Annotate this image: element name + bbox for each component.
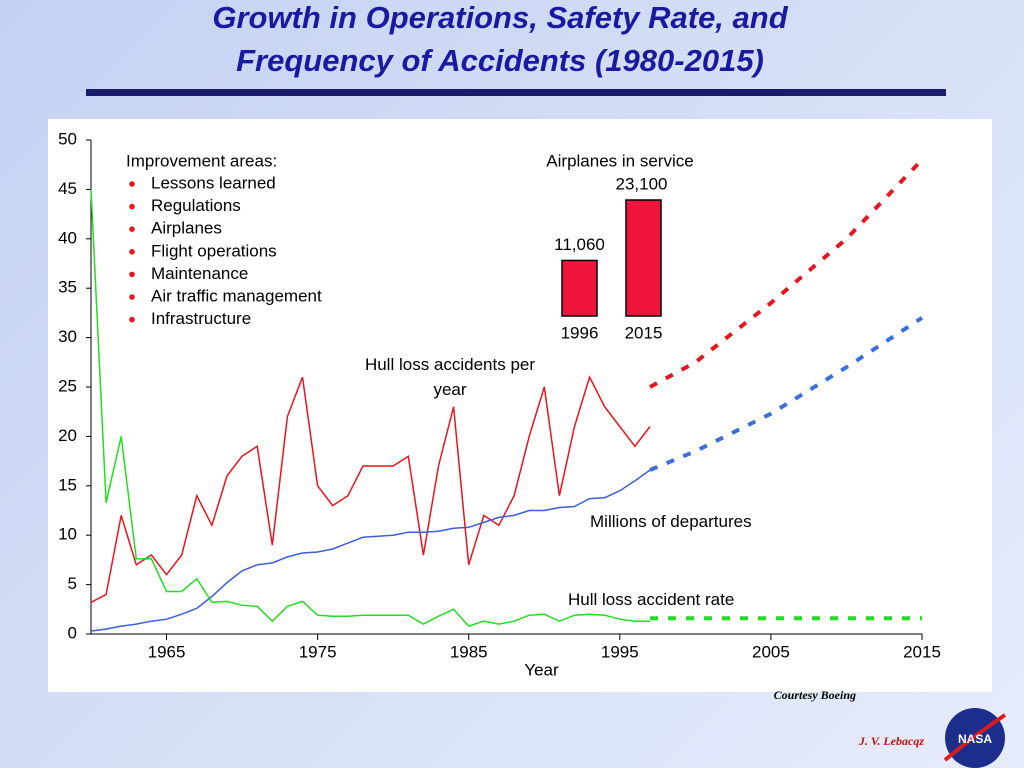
list-item: Airplanes (151, 219, 222, 238)
x-tick-label: 1985 (450, 642, 488, 661)
projection-line (649, 158, 924, 389)
y-tick-label: 5 (68, 574, 77, 593)
title-line: Growth in Operations, Safety Rate, and (212, 0, 788, 35)
list-item: Maintenance (151, 264, 248, 283)
series-line (90, 375, 651, 604)
y-tick-label: 0 (68, 623, 77, 642)
list-item: Regulations (151, 196, 241, 215)
y-tick-label: 35 (58, 278, 77, 297)
bullet (129, 271, 135, 278)
inset-value-label: 11,060 (554, 235, 605, 254)
x-tick-label: 2015 (903, 642, 941, 661)
title-line: Frequency of Accidents (1980-2015) (236, 43, 764, 78)
bullet (129, 226, 135, 232)
x-tick-label: 1975 (299, 642, 337, 661)
x-tick-label: 1965 (148, 642, 186, 661)
bullet (129, 181, 135, 187)
bullet (129, 203, 135, 210)
series-label: Hull loss accidents per year (364, 355, 536, 399)
list-item: Lessons learned (151, 173, 276, 192)
logo: NASA (943, 708, 1007, 768)
logo-swoosh (943, 713, 1007, 762)
y-tick-label: 30 (58, 327, 77, 346)
y-tick-label: 50 (58, 129, 77, 148)
series-label: Millions of departures (590, 512, 752, 531)
list-item: Flight operations (151, 241, 277, 260)
author: J. V. Lebacqz (858, 734, 924, 748)
list-item: Air traffic management (151, 286, 322, 305)
chart-panel (48, 119, 992, 692)
y-tick-label: 15 (58, 475, 77, 494)
title-rule (86, 89, 946, 96)
bullet (129, 294, 135, 300)
inset-bar (561, 259, 598, 317)
bullet (129, 249, 135, 255)
y-tick-label: 40 (58, 228, 77, 247)
inset-category: 1996 (561, 323, 599, 342)
x-tick-label: 1995 (601, 642, 639, 661)
x-tick-label: 2005 (752, 642, 790, 661)
inset-title: Airplanes in service (546, 151, 693, 170)
y-tick-label: 20 (58, 426, 77, 445)
series-line (90, 469, 651, 632)
inset-category: 2015 (625, 323, 663, 342)
series-label: Hull loss accident rate (568, 590, 735, 609)
list-heading: Improvement areas: (126, 151, 277, 170)
inset-bar (625, 199, 662, 317)
x-axis-title: Year (524, 660, 559, 679)
logo-text: NASA (958, 732, 992, 746)
credit: Courtesy Boeing (774, 688, 856, 702)
y-tick-label: 25 (58, 376, 77, 395)
projection-line (649, 316, 924, 472)
bullet (129, 316, 135, 323)
y-tick-label: 45 (58, 179, 77, 198)
inset-value-label: 23,100 (616, 174, 668, 193)
series-line (90, 189, 650, 627)
y-tick-label: 10 (58, 525, 77, 544)
list-item: Infrastructure (151, 309, 251, 328)
